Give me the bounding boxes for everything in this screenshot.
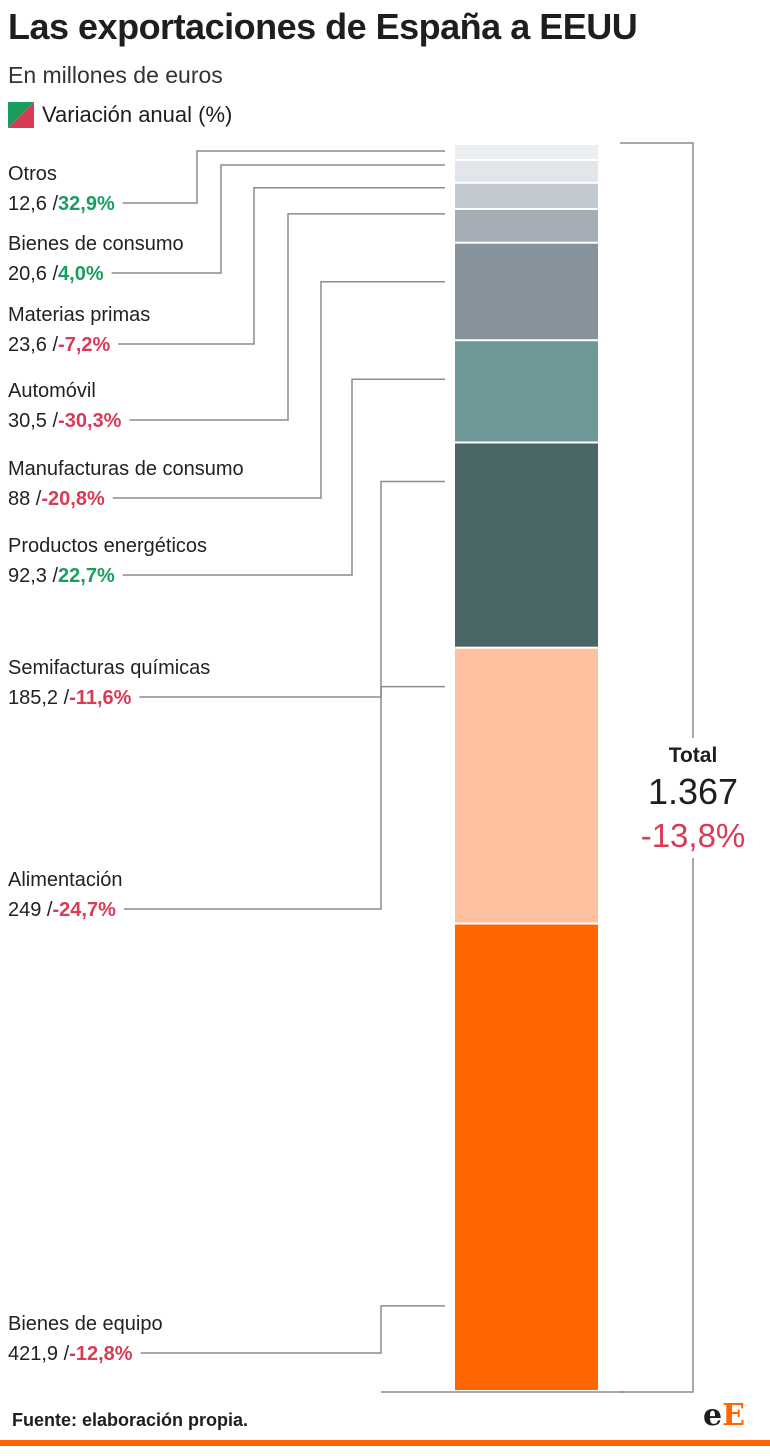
bar-segment-productos-energeticos	[455, 341, 598, 442]
leader-line-semifacturas-quimicas	[139, 480, 445, 698]
leader-line-alimentacion	[123, 685, 445, 910]
label-value-materias-primas: 23,6 /	[8, 334, 58, 356]
legend-swatch-icon	[8, 102, 34, 128]
label-change-materias-primas: -7,2%	[58, 334, 110, 356]
label-name-semifacturas-quimicas: Semifacturas químicas	[8, 657, 210, 679]
leader-line-automovil	[129, 213, 445, 421]
label-name-manufacturas-de-consumo: Manufacturas de consumo	[8, 458, 244, 480]
leader-line-manufacturas-de-consumo	[112, 280, 445, 499]
label-name-automovil: Automóvil	[8, 380, 96, 402]
legend: Variación anual (%)	[8, 102, 232, 128]
bottom-rule	[0, 1440, 770, 1446]
label-change-manufacturas-de-consumo: -20,8%	[41, 488, 105, 510]
total-change: -13,8%	[641, 817, 746, 854]
legend-label: Variación anual (%)	[42, 102, 233, 127]
leader-line-bienes-de-consumo	[111, 164, 445, 274]
label-name-otros: Otros	[8, 163, 57, 185]
label-value-bienes-de-consumo: 20,6 /	[8, 263, 58, 285]
label-value-automovil: 30,5 /	[8, 410, 58, 432]
leader-line-bienes-de-equipo	[140, 1305, 445, 1354]
brand-logo: eE	[703, 1398, 745, 1433]
label-value-productos-energeticos: 92,3 /	[8, 565, 58, 587]
total-value: 1.367	[648, 771, 738, 812]
leader-line-productos-energeticos	[122, 378, 445, 576]
label-name-bienes-de-consumo: Bienes de consumo	[8, 233, 184, 255]
label-value-otros: 12,6 /	[8, 193, 58, 215]
label-name-alimentacion: Alimentación	[8, 869, 123, 891]
bar-segment-alimentacion	[455, 648, 598, 923]
bar-segment-bienes-de-equipo	[455, 924, 598, 1390]
label-name-bienes-de-equipo: Bienes de equipo	[8, 1313, 163, 1335]
label-change-otros: 32,9%	[58, 193, 115, 215]
label-value-manufacturas-de-consumo: 88 /	[8, 488, 42, 510]
chart-subtitle: En millones de euros	[8, 62, 223, 88]
label-name-productos-energeticos: Productos energéticos	[8, 535, 207, 557]
leader-line-materias-primas	[118, 187, 445, 345]
source-note: Fuente: elaboración propia.	[12, 1410, 249, 1430]
chart-title: Las exportaciones de España a EEUU	[8, 6, 638, 47]
total-label-backdrop	[632, 738, 757, 858]
bar-segment-automovil	[455, 209, 598, 242]
label-change-bienes-de-consumo: 4,0%	[58, 263, 104, 285]
label-value-semifacturas-quimicas: 185,2 /	[8, 687, 70, 709]
bar-segment-manufacturas-de-consumo	[455, 243, 598, 340]
label-change-automovil: -30,3%	[58, 410, 122, 432]
bar-segment-semifacturas-quimicas	[455, 443, 598, 647]
label-change-productos-energeticos: 22,7%	[58, 565, 115, 587]
bar-segment-bienes-de-consumo	[455, 160, 598, 182]
label-value-bienes-de-equipo: 421,9 /	[8, 1343, 70, 1365]
label-name-materias-primas: Materias primas	[8, 304, 150, 326]
label-change-semifacturas-quimicas: -11,6%	[69, 687, 131, 709]
label-change-bienes-de-equipo: -12,8%	[69, 1343, 133, 1365]
leader-line-otros	[122, 150, 445, 204]
stacked-bar-chart: Bienes de equipo 421,9 / -12,8% Alimentaci…	[8, 142, 757, 1393]
bar-segment-otros	[455, 145, 598, 159]
bar-segment-materias-primas	[455, 183, 598, 208]
total-label: Total	[669, 744, 718, 767]
label-value-alimentacion: 249 /	[8, 899, 53, 921]
label-change-alimentacion: -24,7%	[52, 899, 116, 921]
